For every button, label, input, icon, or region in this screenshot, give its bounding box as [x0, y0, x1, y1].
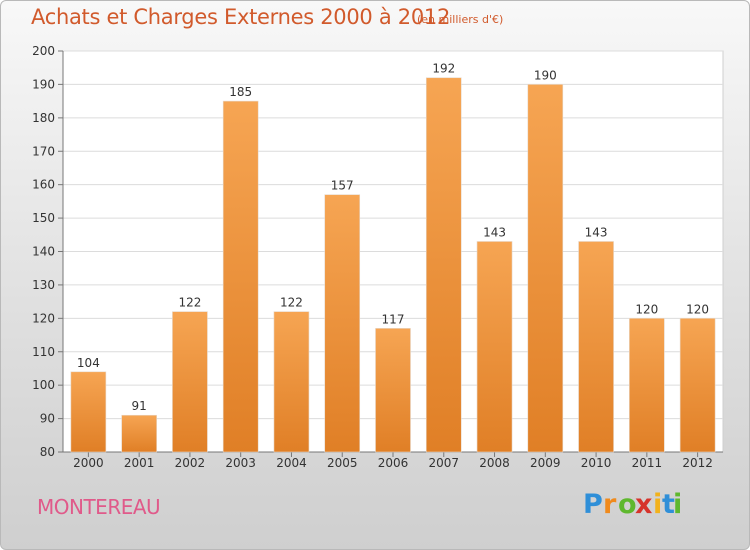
data-label-2005: 157: [331, 179, 354, 193]
data-label-2008: 143: [483, 225, 506, 239]
bar-2005: [324, 194, 361, 453]
bar-2011: [629, 318, 665, 453]
chart-title: Achats et Charges Externes 2000 à 2012: [31, 5, 451, 29]
x-tick-label-2003: 2003: [225, 456, 256, 470]
axis-layer: 80 90 100 110 120 130 140 150 160 170 180 190 200 200…: [32, 44, 723, 470]
y-tick-label: 90: [40, 412, 55, 426]
y-tick-label: 120: [32, 311, 55, 325]
data-label-2009: 190: [534, 68, 557, 82]
bar-2008: [476, 241, 513, 453]
y-tick-label: 150: [32, 211, 55, 225]
logo-letter: x: [635, 489, 653, 520]
x-tick-label-2000: 2000: [73, 456, 104, 470]
x-tick-label-2009: 2009: [530, 456, 561, 470]
x-tick-label-2008: 2008: [479, 456, 510, 470]
data-label-2000: 104: [77, 356, 100, 370]
data-label-2010: 143: [585, 225, 608, 239]
y-tick-label: 110: [32, 345, 55, 359]
bar-2006: [375, 328, 411, 453]
x-tick-label-2010: 2010: [581, 456, 612, 470]
bar-2004: [273, 311, 310, 453]
x-tick-label-2006: 2006: [378, 456, 409, 470]
y-tick-label: 130: [32, 278, 55, 292]
logo-letter: P: [583, 489, 603, 520]
x-tick-label-2002: 2002: [175, 456, 206, 470]
data-label-2007: 192: [432, 62, 455, 76]
x-tick-label-2011: 2011: [632, 456, 663, 470]
data-label-2011: 120: [635, 302, 658, 316]
bar-2009: [527, 84, 564, 453]
x-tick-label-2005: 2005: [327, 456, 358, 470]
x-tick-label-2012: 2012: [682, 456, 713, 470]
x-tick-label-2001: 2001: [124, 456, 155, 470]
logo-letter: i: [673, 489, 683, 520]
data-label-2003: 185: [229, 85, 252, 99]
data-label-2012: 120: [686, 302, 709, 316]
bar-2003: [222, 100, 259, 453]
y-tick-label: 170: [32, 144, 55, 158]
label-layer: 104 91 122 185 122 157 117 192 143 190 143 120 120: [77, 62, 709, 414]
bar-layer: [70, 77, 716, 453]
data-label-2001: 91: [132, 399, 147, 413]
y-tick-label: 100: [32, 378, 55, 392]
logo-letter: t: [662, 489, 675, 520]
y-tick-label: 180: [32, 111, 55, 125]
y-tick-label: 80: [40, 445, 55, 459]
bar-chart: 80 90 100 110 120 130 140 150 160 170 180 190 200 200…: [32, 44, 724, 470]
bar-2010: [578, 241, 614, 453]
y-tick-label: 200: [32, 44, 55, 58]
logo-letter: o: [618, 489, 637, 520]
x-tick-label-2004: 2004: [276, 456, 307, 470]
logo-letter: r: [603, 489, 617, 520]
bar-2012: [679, 318, 716, 453]
city-name: MONTEREAU: [37, 495, 161, 519]
y-tick-label: 160: [32, 178, 55, 192]
bar-2000: [70, 371, 107, 453]
data-label-2002: 122: [178, 296, 201, 310]
bar-2007: [425, 77, 462, 453]
bar-2001: [121, 414, 157, 453]
y-tick-label: 140: [32, 245, 55, 259]
x-tick-label-2007: 2007: [428, 456, 459, 470]
data-label-2006: 117: [382, 312, 405, 326]
y-tick-label: 190: [32, 77, 55, 91]
chart-subtitle: (en milliers d'€): [417, 13, 504, 26]
logo-letter: i: [653, 489, 663, 520]
bar-2002: [172, 311, 208, 453]
data-label-2004: 122: [280, 296, 303, 310]
